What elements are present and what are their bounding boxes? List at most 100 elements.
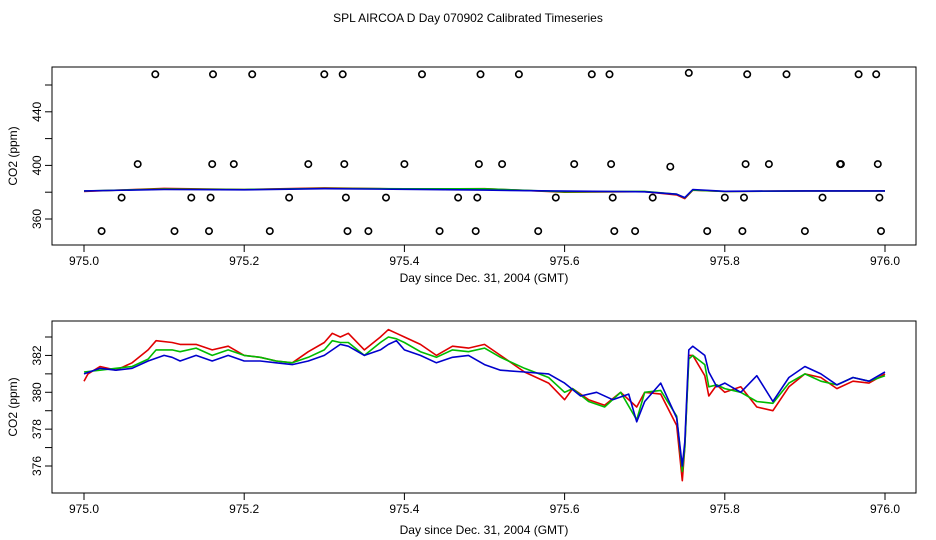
data-point [514,70,523,79]
data-point [338,70,347,79]
x-tick-label: 975.2 [229,502,259,516]
data-point [703,227,712,236]
series-line-blue [83,187,885,199]
y-tick-label: 382 [30,345,44,365]
data-point [476,70,485,79]
data-point [648,193,657,202]
x-axis-ticks: 975.0 975.2 975.4 975.6 975.8 976.0 [69,245,900,268]
data-point [454,193,463,202]
data-point [435,227,444,236]
x-axis-ticks: 975.0 975.2 975.4 975.6 975.8 976.0 [69,493,900,516]
y-tick-label: 360 [30,209,44,229]
data-point [417,70,426,79]
chart-title: SPL AIRCOA D Day 070902 Calibrated Times… [333,11,603,25]
y-tick-label: 378 [30,419,44,439]
data-point [782,70,791,79]
data-point [208,160,217,169]
data-point [872,70,881,79]
y-tick-label: 400 [30,155,44,175]
y-axis-label: CO2 (ppm) [6,377,20,436]
data-point [551,193,560,202]
data-point [743,70,752,79]
data-point [854,70,863,79]
data-point [875,193,884,202]
series-line-green [83,336,886,473]
x-tick-label: 975.0 [69,254,99,268]
data-point [498,160,507,169]
data-point [341,193,350,202]
x-tick-label: 975.4 [389,502,419,516]
panel-calibrated-lines: Day since Dec. 31, 2004 (GMT) CO2 (ppm) … [6,320,917,537]
data-point [473,193,482,202]
data-point [117,193,126,202]
data-point [364,227,373,236]
data-point [265,227,274,236]
series-lines [83,187,885,200]
x-tick-label: 976.0 [870,502,900,516]
y-tick-label: 376 [30,456,44,476]
data-point [800,227,809,236]
x-tick-label: 975.8 [710,502,740,516]
data-point [684,68,693,77]
y-axis-ticks: 360 400 440 [30,84,52,229]
data-point [209,70,218,79]
data-point [764,160,773,169]
data-point [610,227,619,236]
data-point [474,160,483,169]
x-tick-label: 975.8 [710,254,740,268]
data-point [720,193,729,202]
data-point [471,227,480,236]
data-point [187,193,196,202]
x-tick-label: 975.2 [229,254,259,268]
data-point [343,227,352,236]
data-point [818,193,827,202]
data-point [876,227,885,236]
data-point [206,193,215,202]
panel-raw-samples: Day since Dec. 31, 2004 (GMT) CO2 (ppm) … [6,66,917,285]
data-point [587,70,596,79]
y-tick-label: 440 [30,101,44,121]
data-point [400,160,409,169]
plot-frame [51,66,917,246]
series-line-blue [83,339,886,467]
x-axis-label: Day since Dec. 31, 2004 (GMT) [400,523,569,537]
series-lines [83,328,886,482]
data-point [170,227,179,236]
data-point [151,70,160,79]
y-tick-label: 380 [30,382,44,402]
data-point [381,193,390,202]
data-point [205,227,214,236]
y-axis-ticks: 376 378 380 382 [30,336,52,476]
y-axis-label: CO2 (ppm) [6,126,20,185]
x-tick-label: 975.4 [389,254,419,268]
plot-frame [51,320,917,494]
data-point [607,160,616,169]
data-point [320,70,329,79]
x-tick-label: 975.6 [550,254,580,268]
data-point [631,227,640,236]
x-tick-label: 975.6 [550,502,580,516]
data-point [738,227,747,236]
data-point [836,160,845,169]
data-point [229,160,238,169]
data-point [666,162,675,171]
data-point [285,193,294,202]
data-point [133,160,142,169]
data-point [741,160,750,169]
data-point [340,160,349,169]
data-point [608,193,617,202]
data-point [97,227,106,236]
data-point [739,193,748,202]
x-axis-label: Day since Dec. 31, 2004 (GMT) [400,271,569,285]
series-line-red [83,328,886,482]
data-point [534,227,543,236]
data-point [570,160,579,169]
data-points [97,68,885,236]
x-tick-label: 975.0 [69,502,99,516]
data-point [605,70,614,79]
data-point [304,160,313,169]
x-tick-label: 976.0 [870,254,900,268]
data-point [248,70,257,79]
data-point [873,160,882,169]
